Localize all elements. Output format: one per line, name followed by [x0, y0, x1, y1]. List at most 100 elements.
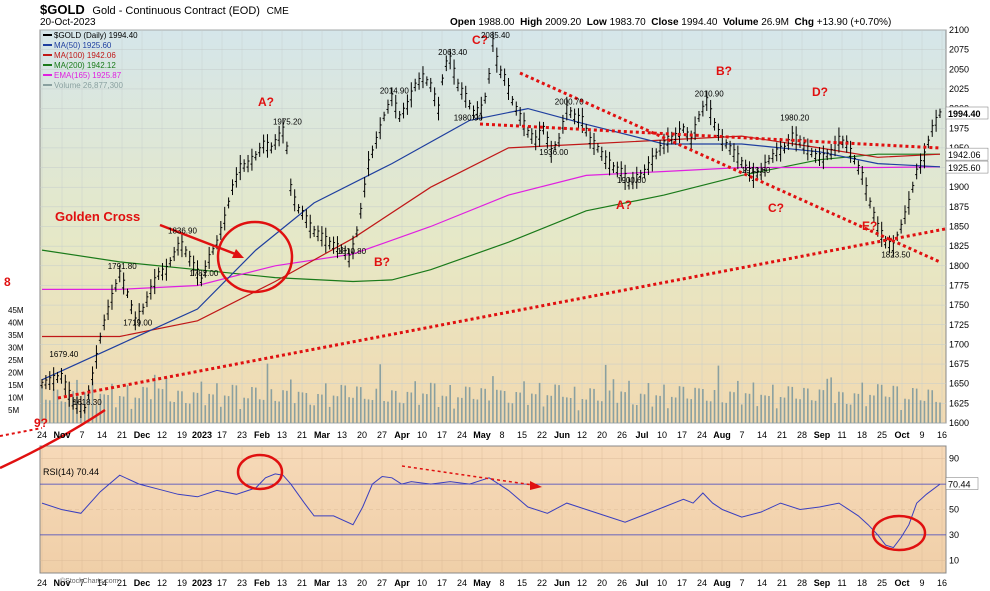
price-label: 1719.00: [123, 318, 152, 327]
volume-bar: [496, 389, 498, 423]
x-tick-label: 21: [777, 578, 787, 588]
chart-date: 20-Oct-2023: [40, 17, 96, 28]
volume-bar: [359, 387, 362, 423]
volume-bar: [212, 394, 214, 423]
x-tick-label: 22: [537, 430, 547, 440]
volume-bar: [200, 381, 203, 423]
volume-bar: [445, 396, 448, 423]
volume-bar: [433, 383, 436, 423]
legend-item: MA(100) 1942.06: [54, 51, 116, 60]
volume-bar: [534, 394, 537, 423]
y-tick-label: 1750: [949, 300, 969, 310]
x-tick-label: Dec: [134, 430, 151, 440]
volume-bar: [142, 386, 144, 423]
volume-bar: [826, 378, 829, 423]
rsi-title: RSI(14) 70.44: [43, 467, 99, 477]
ma50-line: [41, 107, 941, 381]
volume-bar: [99, 393, 102, 423]
volume-bar: [266, 363, 269, 423]
annotation-label: B?: [374, 255, 390, 269]
x-tick-label: May: [473, 578, 491, 588]
volume-scale-label: 15M: [8, 381, 24, 390]
x-tick-label: 17: [437, 578, 447, 588]
volume-bar: [472, 398, 475, 423]
volume-bar: [328, 406, 331, 423]
volume-bar: [674, 397, 677, 423]
volume-bar: [935, 401, 937, 423]
x-tick-label: 21: [297, 430, 307, 440]
rsi-bottom-circle: [871, 514, 927, 552]
open-label: Open: [450, 17, 476, 28]
volume-bar: [635, 405, 638, 423]
price-label: 1679.40: [49, 350, 78, 359]
volume-bar: [196, 392, 199, 423]
x-tick-label: 21: [297, 578, 307, 588]
annotation-label: 9?: [34, 416, 48, 430]
volume-bar: [173, 402, 175, 423]
volume-bar: [204, 405, 207, 423]
x-tick-label: 7: [739, 578, 744, 588]
x-tick-label: Jun: [554, 578, 570, 588]
x-tick-label: 18: [857, 578, 867, 588]
volume-bar: [639, 393, 642, 423]
x-tick-label: 24: [457, 430, 467, 440]
x-tick-label: 23: [237, 430, 247, 440]
x-tick-label: 13: [277, 578, 287, 588]
volume-bar: [488, 400, 490, 423]
volume-bar: [604, 364, 607, 423]
x-tick-label: 19: [177, 578, 187, 588]
left-dotted-line: [0, 427, 43, 437]
price-label: 1810.80: [337, 247, 366, 256]
volume-bar: [457, 397, 459, 423]
price-label: 2085.40: [481, 31, 510, 40]
x-tick-label: 12: [577, 578, 587, 588]
x-tick-label: 14: [97, 578, 107, 588]
x-tick-label: 18: [857, 430, 867, 440]
volume-bar: [375, 388, 378, 423]
volume-bar: [169, 401, 172, 423]
x-tick-label: 21: [117, 578, 127, 588]
y-tick-label: 1850: [949, 222, 969, 232]
x-tick-label: 17: [677, 578, 687, 588]
high-value: 2009.20: [545, 17, 582, 28]
x-tick-label: 24: [697, 578, 707, 588]
price-label: 1823.50: [881, 251, 910, 260]
x-tick-label: 24: [697, 430, 707, 440]
volume-bar: [818, 389, 821, 423]
x-tick-label: Sep: [814, 430, 831, 440]
volume-bar: [593, 388, 595, 423]
volume-bar: [709, 401, 712, 423]
volume-bar: [297, 391, 300, 423]
x-tick-label: 14: [757, 578, 767, 588]
volume-bar: [772, 384, 774, 423]
volume-bar: [56, 389, 59, 423]
volume-bar: [185, 403, 187, 423]
volume-bar: [95, 405, 98, 423]
volume-bar: [111, 383, 113, 423]
volume-bar: [791, 386, 794, 423]
volume-bar: [608, 390, 611, 423]
price-label: 2014.90: [380, 87, 409, 96]
x-tick-label: 20: [357, 430, 367, 440]
price-label: 1975.20: [273, 117, 302, 126]
volume-bar: [305, 393, 308, 423]
x-tick-label: 2023: [192, 430, 212, 440]
volume-bar: [915, 388, 918, 423]
rsi-line-path: [41, 473, 941, 549]
volume-bar: [810, 400, 813, 423]
x-tick-label: 12: [157, 430, 167, 440]
legend-item: MA(200) 1942.12: [54, 61, 116, 70]
rsi-divergence-line: [401, 465, 534, 486]
volume-bar: [41, 386, 43, 423]
volume-bar: [278, 401, 280, 423]
legend-item: EMA(165) 1925.87: [54, 71, 122, 80]
volume-bar: [698, 388, 700, 423]
volume-bar: [239, 409, 242, 423]
x-tick-label: 10: [417, 430, 427, 440]
volume-bar: [600, 401, 603, 423]
x-tick-label: 24: [457, 578, 467, 588]
volume-bar: [632, 404, 634, 423]
volume-bar: [231, 384, 234, 423]
x-tick-label: 23: [237, 578, 247, 588]
volume-bar: [64, 401, 67, 423]
